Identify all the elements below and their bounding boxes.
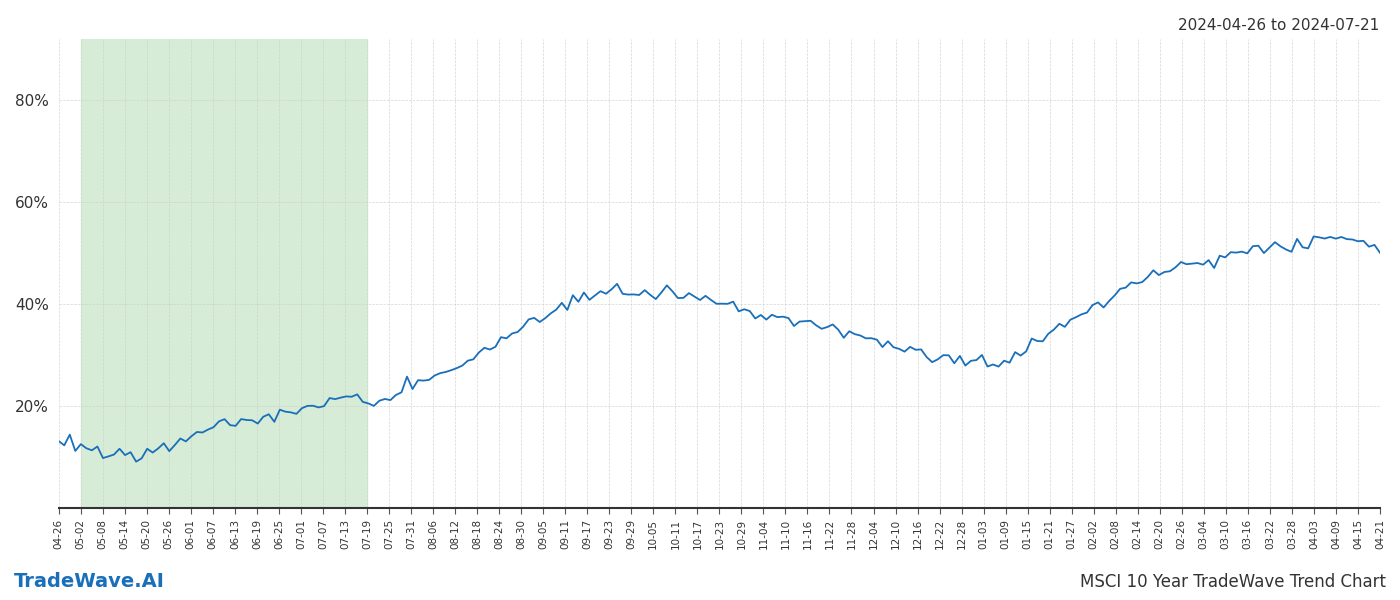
Text: TradeWave.AI: TradeWave.AI	[14, 572, 165, 591]
Text: MSCI 10 Year TradeWave Trend Chart: MSCI 10 Year TradeWave Trend Chart	[1079, 573, 1386, 591]
Text: 2024-04-26 to 2024-07-21: 2024-04-26 to 2024-07-21	[1177, 18, 1379, 33]
Bar	[81, 39, 367, 508]
